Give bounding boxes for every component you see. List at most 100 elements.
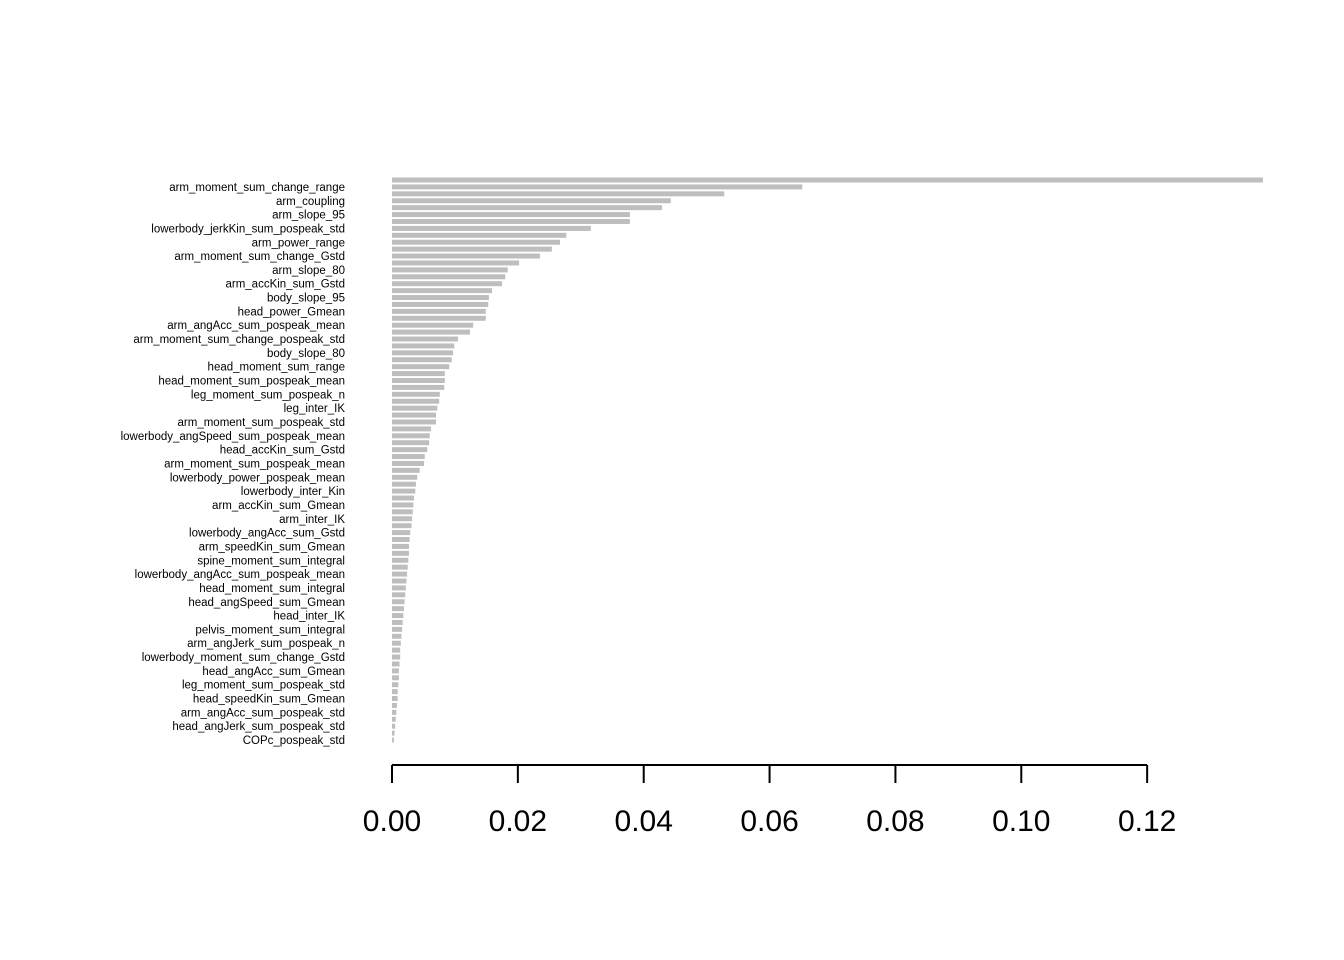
x-tick-label: 0.10 <box>992 805 1050 838</box>
bar <box>392 481 416 487</box>
bar <box>392 557 409 563</box>
bar <box>392 516 413 522</box>
bar <box>392 654 401 660</box>
y-tick-label: arm_speedKin_sum_Gmean <box>199 541 345 553</box>
y-tick-label: head_moment_sum_pospeak_mean <box>158 376 345 388</box>
y-tick-label: arm_slope_80 <box>272 265 345 277</box>
x-tick-label: 0.08 <box>866 805 924 838</box>
y-tick-label: arm_inter_IK <box>279 514 345 526</box>
y-tick-label: lowerbody_inter_Kin <box>241 486 345 498</box>
bar <box>392 619 403 625</box>
bar <box>392 218 630 224</box>
bar <box>392 301 489 307</box>
y-tick-label: body_slope_95 <box>267 293 345 305</box>
bar <box>392 308 486 314</box>
bar <box>392 198 671 204</box>
y-tick-label: arm_moment_sum_change_range <box>169 182 345 194</box>
bar <box>392 537 410 543</box>
bar <box>392 419 437 425</box>
bar <box>392 191 725 197</box>
bar <box>392 322 474 328</box>
bar <box>392 315 486 321</box>
y-tick-label: head_angSpeed_sum_Gmean <box>188 597 345 609</box>
bar <box>392 626 403 632</box>
y-tick-label: lowerbody_angSpeed_sum_pospeak_mean <box>121 431 345 443</box>
bar <box>392 723 396 729</box>
y-tick-label: head_angAcc_sum_Gmean <box>202 666 345 678</box>
bar <box>392 350 454 356</box>
y-tick-label: arm_moment_sum_change_pospeak_std <box>133 334 345 346</box>
bar <box>392 709 397 715</box>
y-tick-label: head_accKin_sum_Gstd <box>220 445 345 457</box>
y-tick-label: arm_slope_95 <box>272 210 345 222</box>
bar <box>392 696 398 702</box>
bar <box>392 260 520 266</box>
y-tick-label: lowerbody_jerkKin_sum_pospeak_std <box>151 223 345 235</box>
bar <box>392 398 440 404</box>
y-tick-label: arm_accKin_sum_Gmean <box>212 500 345 512</box>
y-tick-label: lowerbody_power_pospeak_mean <box>170 472 345 484</box>
bar <box>392 253 540 259</box>
bar <box>392 454 425 460</box>
y-tick-label: spine_moment_sum_integral <box>197 555 345 567</box>
bar <box>392 647 401 653</box>
bar <box>392 613 404 619</box>
y-tick-label: arm_angAcc_sum_pospeak_std <box>181 707 345 719</box>
bar <box>392 274 506 280</box>
bar <box>392 426 432 432</box>
bar <box>392 371 445 377</box>
bar <box>392 460 425 466</box>
bar <box>392 599 405 605</box>
bar <box>392 474 418 480</box>
bar <box>392 530 411 536</box>
bar <box>392 412 437 418</box>
y-tick-label: COPc_pospeak_std <box>243 735 345 747</box>
bar <box>392 550 409 556</box>
bar <box>392 633 402 639</box>
x-tick-label: 0.04 <box>615 805 673 838</box>
bar <box>392 467 420 473</box>
bar <box>392 205 662 211</box>
y-tick-label: lowerbody_angAcc_sum_pospeak_mean <box>135 569 345 581</box>
bar <box>392 225 591 231</box>
bar <box>392 384 445 390</box>
y-tick-label: leg_moment_sum_pospeak_n <box>191 389 345 401</box>
y-tick-label: head_moment_sum_integral <box>199 583 345 595</box>
y-tick-label: leg_inter_IK <box>284 403 346 415</box>
bar <box>392 640 401 646</box>
bar <box>392 377 445 383</box>
bar <box>392 329 471 335</box>
bar <box>392 440 430 446</box>
bar <box>392 716 396 722</box>
y-tick-label: lowerbody_moment_sum_change_Gstd <box>142 652 345 664</box>
bar <box>392 246 552 252</box>
y-tick-label: pelvis_moment_sum_integral <box>195 624 345 636</box>
x-tick-label: 0.06 <box>740 805 798 838</box>
y-tick-label: arm_coupling <box>276 196 345 208</box>
bar <box>392 391 440 397</box>
y-tick-label: head_speedKin_sum_Gmean <box>193 694 345 706</box>
y-tick-label: leg_moment_sum_pospeak_std <box>182 680 345 692</box>
bar <box>392 578 407 584</box>
bar <box>392 336 459 342</box>
y-tick-label: head_moment_sum_range <box>208 362 345 374</box>
bar <box>392 433 430 439</box>
bar <box>392 495 415 501</box>
bar <box>392 523 412 529</box>
bar <box>392 661 400 667</box>
bar <box>392 564 408 570</box>
bar <box>392 177 1263 183</box>
bar <box>392 288 493 294</box>
x-tick-label: 0.12 <box>1118 805 1176 838</box>
bar <box>392 239 561 245</box>
y-tick-label: head_power_Gmean <box>238 306 345 318</box>
x-tick-label: 0.00 <box>363 805 421 838</box>
bar <box>392 737 394 743</box>
y-tick-label: arm_angJerk_sum_pospeak_n <box>187 638 345 650</box>
bar <box>392 343 455 349</box>
y-tick-label: arm_power_range <box>252 237 345 249</box>
bar <box>392 364 450 370</box>
bar <box>392 357 452 363</box>
bar <box>392 606 404 612</box>
